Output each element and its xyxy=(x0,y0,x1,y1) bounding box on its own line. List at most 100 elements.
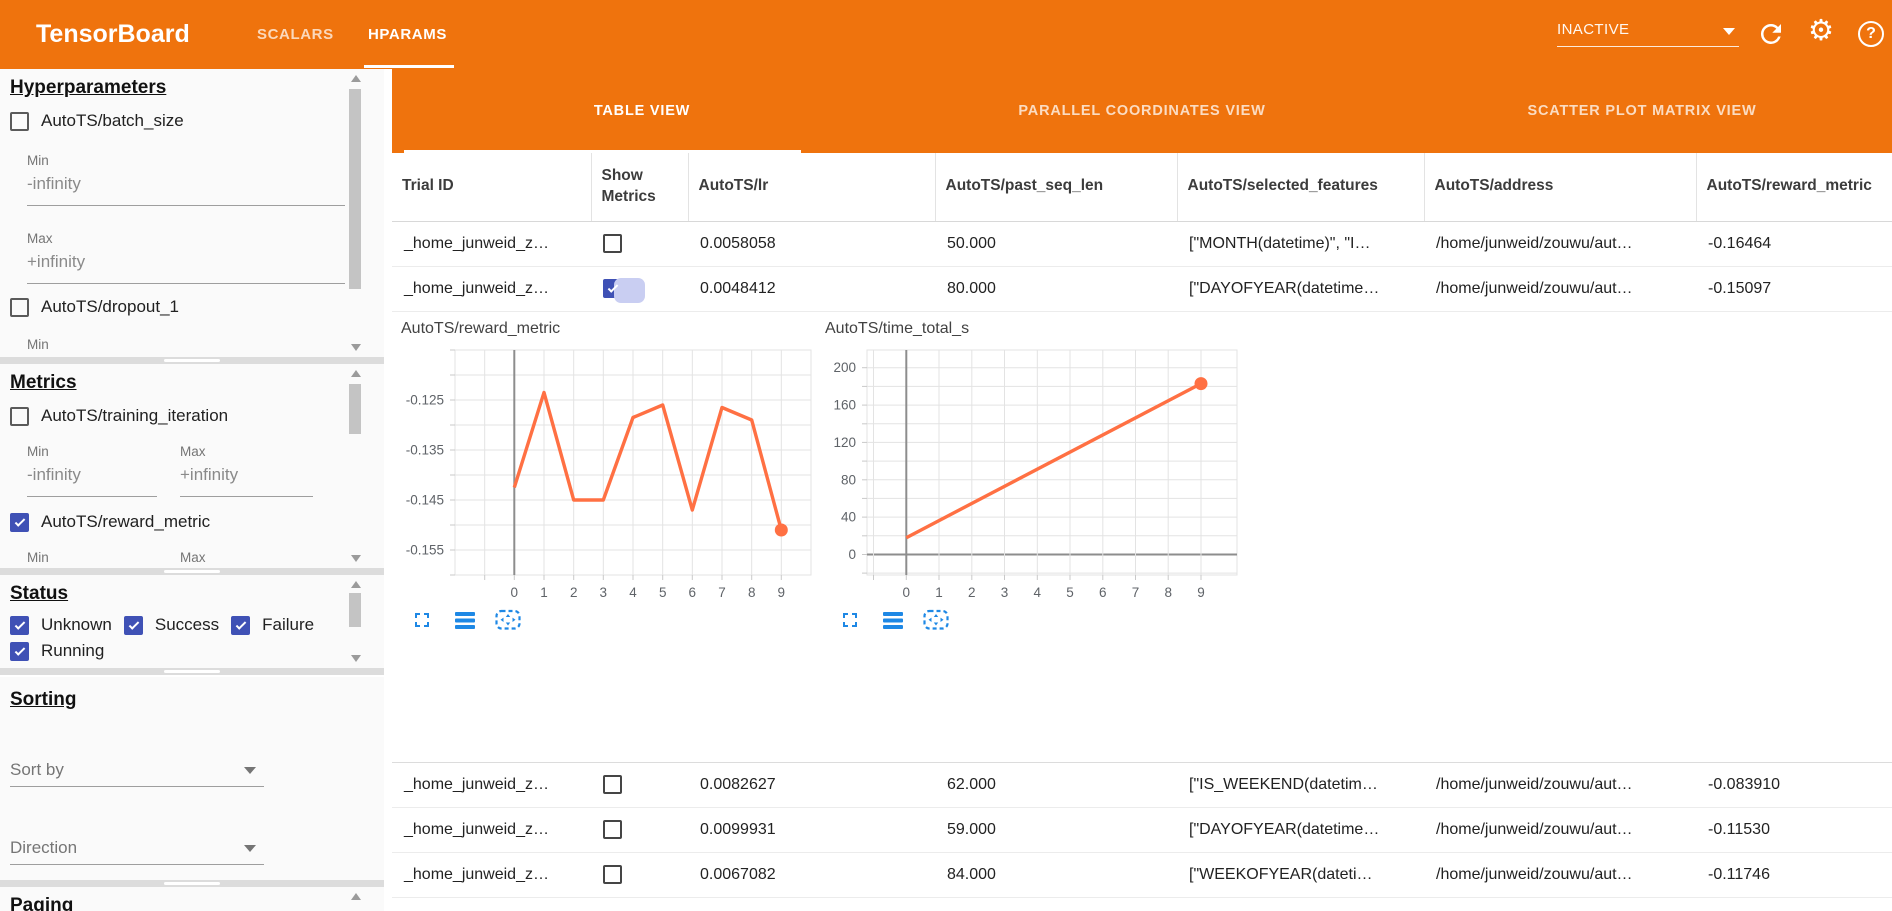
chart-title-reward-metric: AutoTS/reward_metric xyxy=(401,319,561,337)
svg-text:-0.125: -0.125 xyxy=(406,392,444,407)
paging-heading: Paging xyxy=(10,895,74,911)
metrics-heading: Metrics xyxy=(10,372,77,393)
failure-checkbox[interactable] xyxy=(231,615,251,635)
section-divider[interactable] xyxy=(0,880,384,887)
reset-pan-zoom-icon[interactable] xyxy=(495,608,521,632)
status-running: Running xyxy=(10,641,104,661)
selected-features-cell: ["DAYOFYEAR(datetime… xyxy=(1177,807,1424,853)
tab-hparams[interactable]: HPARAMS xyxy=(368,26,447,43)
address-cell: /home/junweid/zouwu/aut… xyxy=(1424,762,1696,808)
reward-metric-cell: -0.16464 xyxy=(1696,221,1892,267)
svg-text:9: 9 xyxy=(778,585,786,600)
svg-text:2: 2 xyxy=(570,585,578,600)
table-header: Trial ID Show Metrics AutoTS/lr AutoTS/p… xyxy=(392,153,1892,222)
refresh-icon[interactable] xyxy=(1756,19,1786,49)
max-input[interactable]: +infinity xyxy=(27,252,86,271)
run-status-dropdown[interactable]: INACTIVE xyxy=(1557,17,1739,47)
hyperparameters-heading: Hyperparameters xyxy=(10,77,167,98)
section-scrollbar[interactable] xyxy=(349,73,362,353)
divider-handle[interactable] xyxy=(164,358,220,363)
batch-size-checkbox[interactable] xyxy=(10,111,29,131)
reward-metric-checkbox[interactable] xyxy=(10,512,29,532)
direction-select[interactable]: Direction xyxy=(10,833,264,865)
selected-features-cell: ["IS_WEEKEND(datetim… xyxy=(1177,762,1424,808)
svg-text:1: 1 xyxy=(540,585,548,600)
svg-text:5: 5 xyxy=(659,585,667,600)
section-divider[interactable] xyxy=(0,357,384,364)
scroll-down-icon[interactable] xyxy=(351,655,361,662)
svg-text:1: 1 xyxy=(935,585,943,600)
divider-handle[interactable] xyxy=(164,569,220,574)
divider-handle[interactable] xyxy=(164,669,220,674)
chart-toolbar xyxy=(409,608,521,632)
chart-title-time-total: AutoTS/time_total_s xyxy=(825,319,970,337)
time-total-line-chart: 0 40 80 120 160 200 0 1 2 3 4 5 6 7 8 9 xyxy=(833,349,1238,600)
scroll-down-icon[interactable] xyxy=(351,344,361,351)
scroll-up-icon[interactable] xyxy=(351,370,361,377)
show-metrics-cell xyxy=(591,762,688,808)
scrollbar-thumb[interactable] xyxy=(349,89,361,289)
axes-list-icon[interactable] xyxy=(880,608,906,632)
col-past-seq-len: AutoTS/past_seq_len xyxy=(934,153,1177,222)
unknown-checkbox[interactable] xyxy=(10,615,29,635)
selected-features-cell: ["WEEKOFYEAR(dateti… xyxy=(1177,852,1424,898)
unknown-label: Unknown xyxy=(41,615,112,634)
axes-list-icon[interactable] xyxy=(452,608,478,632)
dropout-checkbox[interactable] xyxy=(10,297,29,317)
table-row: _home_junweid_z… 0.0082627 62.000 ["IS_WEEK… xyxy=(392,762,1892,808)
svg-text:8: 8 xyxy=(748,585,756,600)
table-row: _home_junweid_z… 0.0048412 80.000 ["DAYOFYE… xyxy=(392,266,1892,312)
show-metrics-checkbox[interactable] xyxy=(603,820,622,839)
sidebar-section-sorting: Sorting Sort by Direction xyxy=(0,677,384,880)
help-icon[interactable]: ? xyxy=(1858,21,1884,47)
divider-handle[interactable] xyxy=(164,881,220,886)
reward-min-label: Min xyxy=(27,550,49,565)
scroll-up-icon[interactable] xyxy=(351,75,361,82)
section-scrollbar[interactable] xyxy=(349,368,362,564)
col-address: AutoTS/address xyxy=(1423,153,1696,222)
dropout-label: AutoTS/dropout_1 xyxy=(41,297,179,316)
fullscreen-icon[interactable] xyxy=(837,608,863,632)
show-metrics-cell xyxy=(591,221,688,267)
sidebar: Hyperparameters AutoTS/batch_size Min -i… xyxy=(0,69,384,911)
sort-by-select[interactable]: Sort by xyxy=(10,755,264,787)
trial-id-cell: _home_junweid_z… xyxy=(392,852,591,898)
svg-text:0: 0 xyxy=(511,585,519,600)
section-divider[interactable] xyxy=(0,668,384,675)
tab-parallel-coordinates-view[interactable]: PARALLEL COORDINATES VIEW xyxy=(1018,103,1266,119)
show-metrics-checkbox[interactable] xyxy=(603,775,622,794)
scroll-up-icon[interactable] xyxy=(351,581,361,588)
metrics-max-input[interactable]: +infinity xyxy=(180,465,239,484)
show-metrics-checkbox[interactable] xyxy=(603,234,622,253)
svg-text:7: 7 xyxy=(718,585,726,600)
min-input[interactable]: -infinity xyxy=(27,174,81,193)
fullscreen-icon[interactable] xyxy=(409,608,435,632)
gear-icon[interactable]: ⚙ xyxy=(1808,15,1834,47)
reward-metric-label: AutoTS/reward_metric xyxy=(41,512,211,531)
running-checkbox[interactable] xyxy=(10,641,29,661)
max-input-underline xyxy=(27,283,345,284)
svg-text:6: 6 xyxy=(689,585,697,600)
scroll-down-icon[interactable] xyxy=(351,555,361,562)
section-divider[interactable] xyxy=(0,568,384,575)
scrollbar-thumb[interactable] xyxy=(349,593,361,627)
past-seq-len-cell: 59.000 xyxy=(935,807,1177,853)
training-iteration-checkbox[interactable] xyxy=(10,406,29,426)
svg-text:3: 3 xyxy=(1001,585,1009,600)
svg-text:4: 4 xyxy=(1034,585,1042,600)
scrollbar-thumb[interactable] xyxy=(349,384,361,434)
svg-text:8: 8 xyxy=(1164,585,1172,600)
show-metrics-checkbox[interactable] xyxy=(603,278,645,303)
show-metrics-checkbox[interactable] xyxy=(603,865,622,884)
col-show-metrics: Show Metrics xyxy=(590,153,688,222)
address-cell: /home/junweid/zouwu/aut… xyxy=(1424,852,1696,898)
scroll-up-icon[interactable] xyxy=(351,893,361,900)
reset-pan-zoom-icon[interactable] xyxy=(923,608,949,632)
section-scrollbar[interactable] xyxy=(349,579,362,664)
tab-scatter-plot-matrix-view[interactable]: SCATTER PLOT MATRIX VIEW xyxy=(1527,103,1757,119)
success-checkbox[interactable] xyxy=(123,615,143,635)
metrics-min-input[interactable]: -infinity xyxy=(27,465,81,484)
section-scrollbar[interactable] xyxy=(349,891,362,907)
tab-scalars[interactable]: SCALARS xyxy=(257,26,334,43)
tab-table-view[interactable]: TABLE VIEW xyxy=(593,103,691,119)
